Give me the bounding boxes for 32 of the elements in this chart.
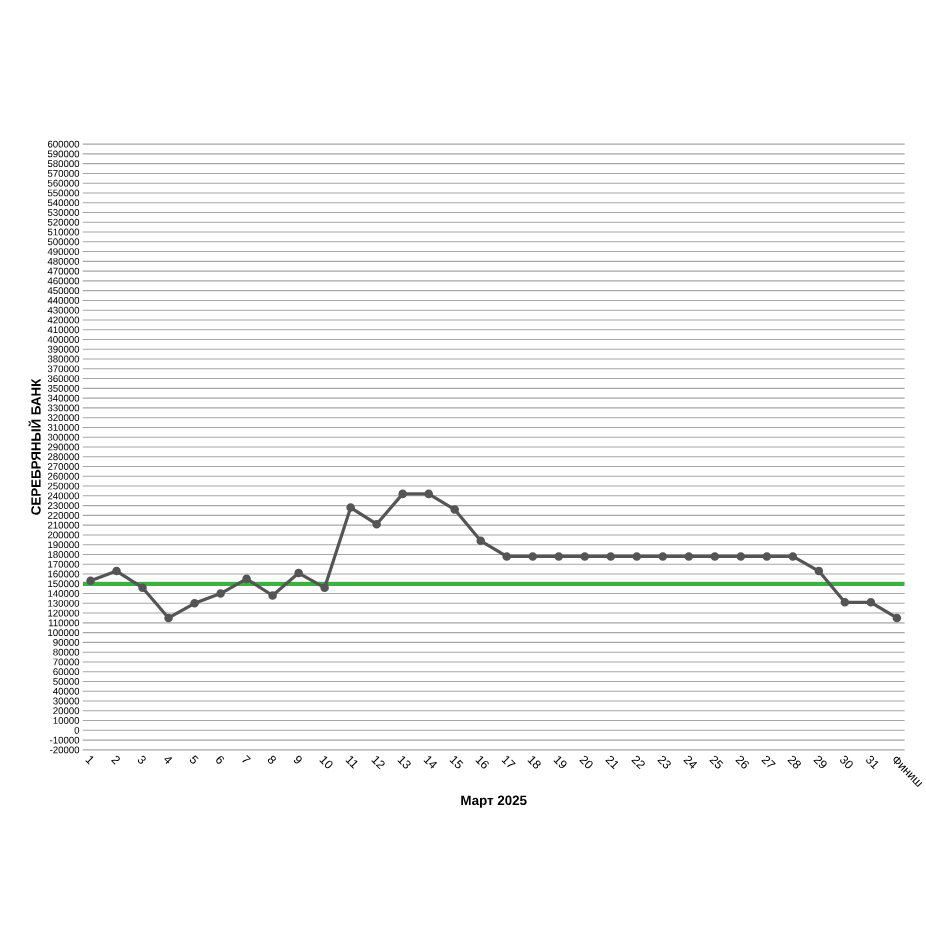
point: [242, 574, 251, 584]
point: [320, 583, 329, 592]
point: [528, 552, 537, 561]
point: [632, 552, 642, 561]
point: [892, 613, 902, 623]
point: [866, 598, 876, 607]
point: [814, 566, 824, 576]
point: [294, 568, 303, 578]
point: [86, 576, 95, 586]
point: [398, 489, 407, 499]
point: [372, 519, 381, 529]
point: [424, 489, 433, 499]
point: [164, 613, 173, 623]
point: [840, 598, 850, 607]
point: [788, 552, 798, 561]
point: [138, 583, 147, 592]
point: [736, 552, 746, 561]
point: [112, 566, 121, 576]
point: [346, 503, 355, 512]
point: [684, 552, 694, 561]
point: [216, 589, 225, 598]
point: [450, 505, 459, 514]
point: [190, 599, 199, 608]
point: [554, 552, 563, 561]
point: [762, 552, 772, 561]
point: [580, 552, 590, 561]
point: [502, 552, 511, 561]
point: [606, 552, 616, 561]
point: [268, 591, 277, 600]
point: [476, 536, 485, 546]
point: [710, 552, 720, 561]
point: [658, 552, 668, 561]
